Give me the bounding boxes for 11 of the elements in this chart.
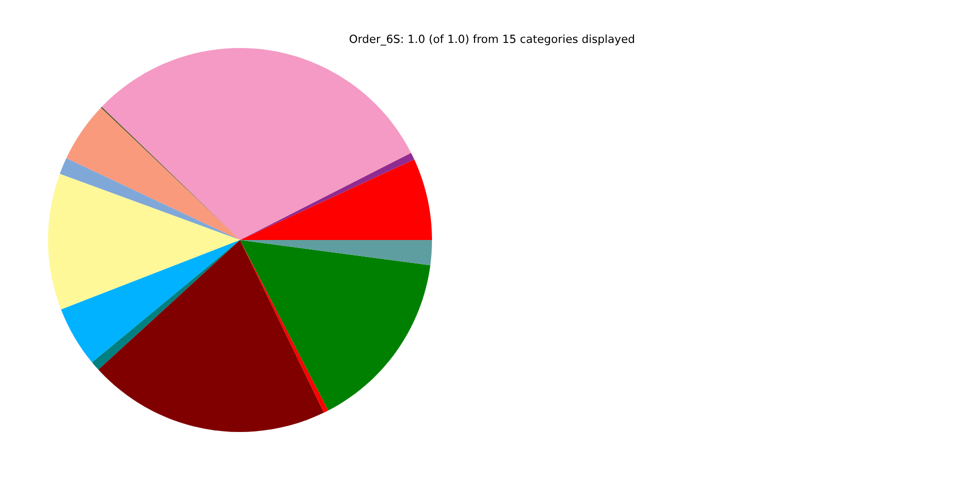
- pie-slice: [102, 48, 412, 240]
- pie-slice: [98, 240, 324, 432]
- pie-slice: [60, 158, 240, 240]
- pie-slice: [66, 108, 240, 240]
- pie-slice: [240, 240, 432, 266]
- pie-slice: [240, 159, 432, 240]
- pie-slice: [240, 240, 430, 411]
- pie-slice: [92, 240, 240, 370]
- pie-slice: [48, 174, 240, 310]
- pie-slice: [61, 240, 240, 362]
- text: Order_6S: 1.0 (of 1.0) from 15 categories displayed: [350, 34, 634, 46]
